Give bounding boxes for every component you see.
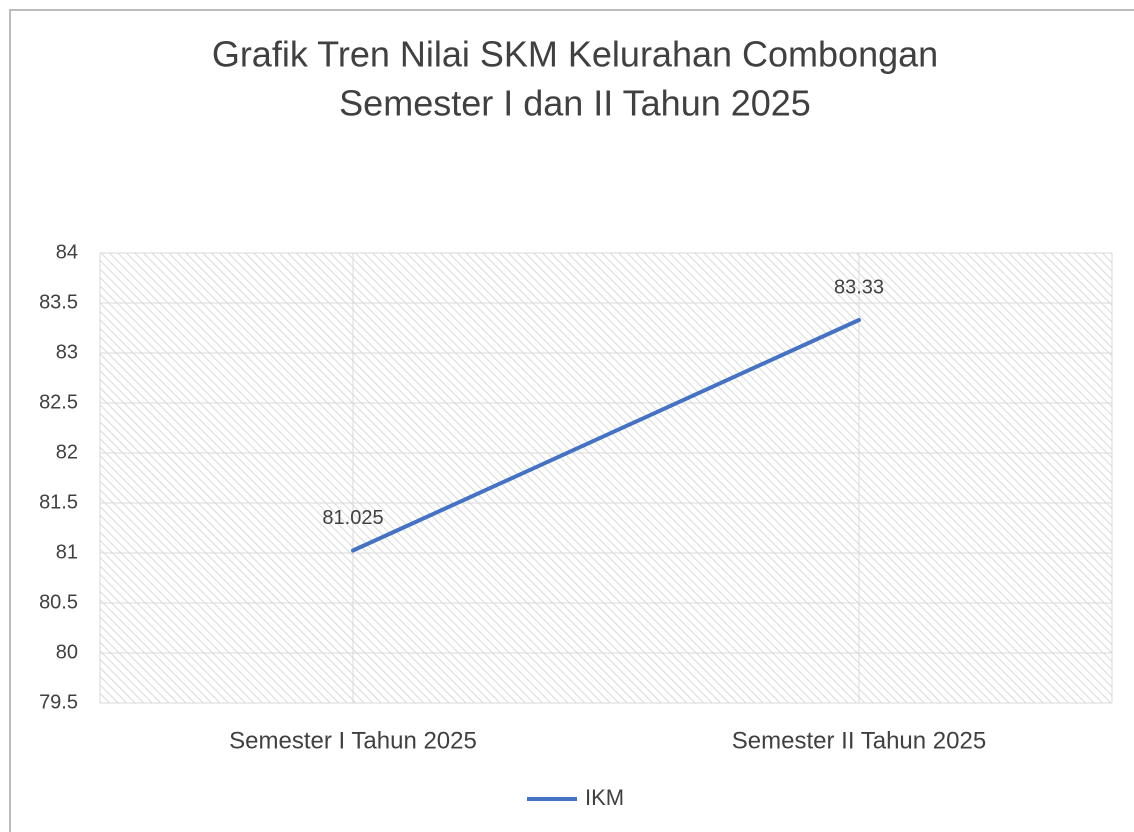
- y-tick-label: 81: [56, 541, 78, 563]
- y-tick-label: 83.5: [39, 291, 78, 313]
- legend-label: IKM: [585, 785, 624, 810]
- y-tick-label: 84: [56, 241, 78, 263]
- data-label: 83.33: [834, 276, 884, 298]
- plot-area: [100, 253, 1112, 703]
- y-tick-label: 80.5: [39, 591, 78, 613]
- chart-title: Grafik Tren Nilai SKM Kelurahan Combonga…: [212, 34, 938, 75]
- y-tick-label: 81.5: [39, 491, 78, 513]
- y-tick-label: 80: [56, 641, 78, 663]
- y-tick-label: 82: [56, 441, 78, 463]
- data-label: 81.025: [322, 507, 383, 529]
- line-series: [351, 318, 861, 553]
- x-tick-label: Semester II Tahun 2025: [732, 727, 986, 754]
- chart-title: Semester I dan II Tahun 2025: [339, 83, 811, 124]
- y-tick-label: 79.5: [39, 691, 78, 713]
- y-tick-label: 83: [56, 341, 78, 363]
- y-tick-label: 82.5: [39, 391, 78, 413]
- x-tick-label: Semester I Tahun 2025: [229, 727, 477, 754]
